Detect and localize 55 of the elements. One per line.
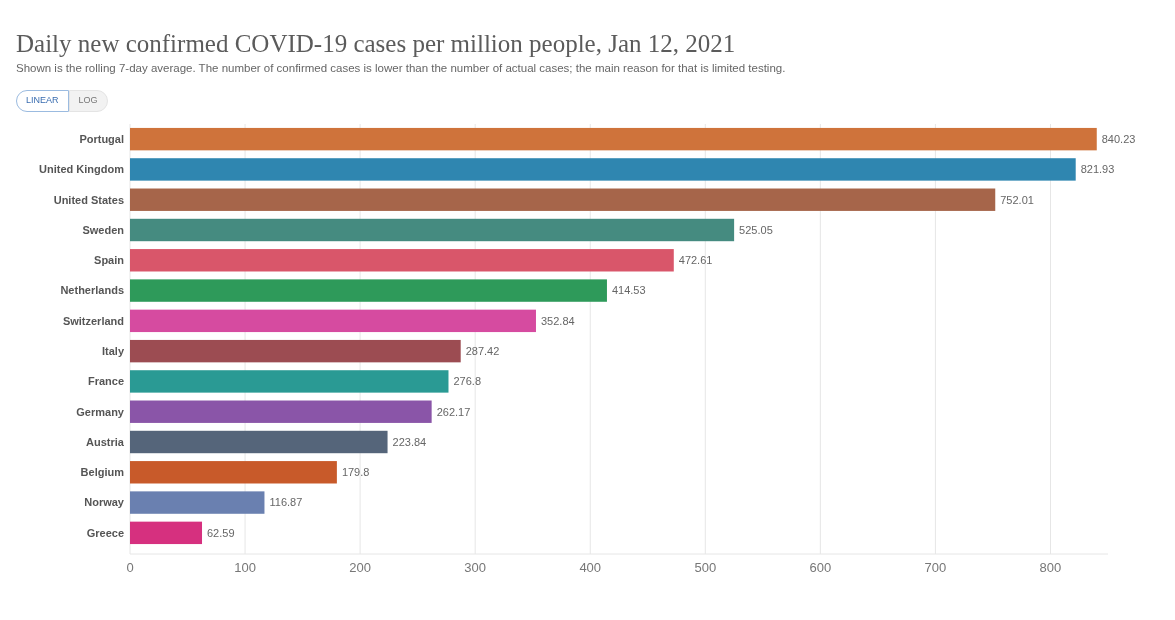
chart-subtitle: Shown is the rolling 7-day average. The number of confirmed cases is lower than the number of actual cases; the main reason for that is limited testing.	[16, 61, 787, 76]
y-tick-label: Netherlands	[60, 284, 124, 297]
bar	[130, 309, 536, 333]
x-tick-label: 200	[349, 560, 371, 575]
data-label: 223.84	[392, 435, 427, 448]
x-tick-label: 800	[1039, 560, 1062, 575]
toggle-button: LOG	[68, 90, 108, 112]
x-tick-label: 400	[579, 560, 602, 575]
y-tick-label: Switzerland	[62, 314, 124, 327]
bar	[130, 370, 449, 393]
data-label: 262.17	[436, 405, 471, 418]
data-label: 414.53	[611, 284, 646, 297]
y-tick-label: Belgium	[80, 466, 125, 479]
data-label: 62.59	[207, 526, 235, 539]
bar	[130, 521, 203, 545]
y-tick-label: Norway	[84, 496, 125, 509]
bar	[130, 188, 996, 211]
y-tick-label: Portugal	[79, 132, 124, 145]
bar	[130, 430, 388, 454]
data-label: 752.01	[1000, 193, 1034, 206]
x-tick-label: 600	[809, 560, 832, 575]
data-label: 287.42	[465, 344, 500, 357]
data-label: 525.05	[739, 223, 773, 236]
bar	[130, 491, 265, 514]
toggle-button-selected: LINEAR	[16, 90, 69, 112]
bar	[130, 127, 1097, 151]
data-label: 352.84	[540, 314, 575, 327]
bar	[130, 279, 607, 302]
data-label: 840.23	[1101, 132, 1136, 145]
x-tick-label: 100	[234, 560, 256, 575]
chart-title: Daily new confirmed COVID-19 cases per million people, Jan 12, 2021	[16, 30, 737, 58]
y-tick-label: Austria	[86, 435, 125, 448]
y-tick-label: France	[87, 375, 124, 388]
y-tick-label: Sweden	[82, 223, 125, 236]
y-tick-label: Greece	[86, 526, 124, 539]
y-tick-label: Italy	[101, 344, 125, 357]
bar	[130, 218, 735, 242]
bar	[130, 461, 337, 484]
y-tick-label: United States	[53, 193, 124, 206]
x-tick-label: 500	[694, 560, 717, 575]
data-label: 472.61	[678, 254, 713, 267]
data-label: 821.93	[1080, 163, 1115, 176]
y-tick-label: Spain	[94, 254, 125, 267]
y-tick-label: Germany	[76, 405, 125, 418]
bar	[130, 249, 674, 272]
data-label: 179.8	[341, 466, 370, 479]
data-label: 116.87	[269, 496, 303, 509]
y-tick-label: United Kingdom	[39, 163, 125, 176]
bar	[130, 339, 461, 363]
x-tick-label: 300	[464, 560, 487, 575]
bar	[130, 158, 1076, 181]
x-tick-label: 700	[924, 560, 947, 575]
bar	[130, 400, 432, 423]
x-tick-label: 0	[126, 560, 134, 575]
data-label: 276.8	[453, 375, 482, 388]
